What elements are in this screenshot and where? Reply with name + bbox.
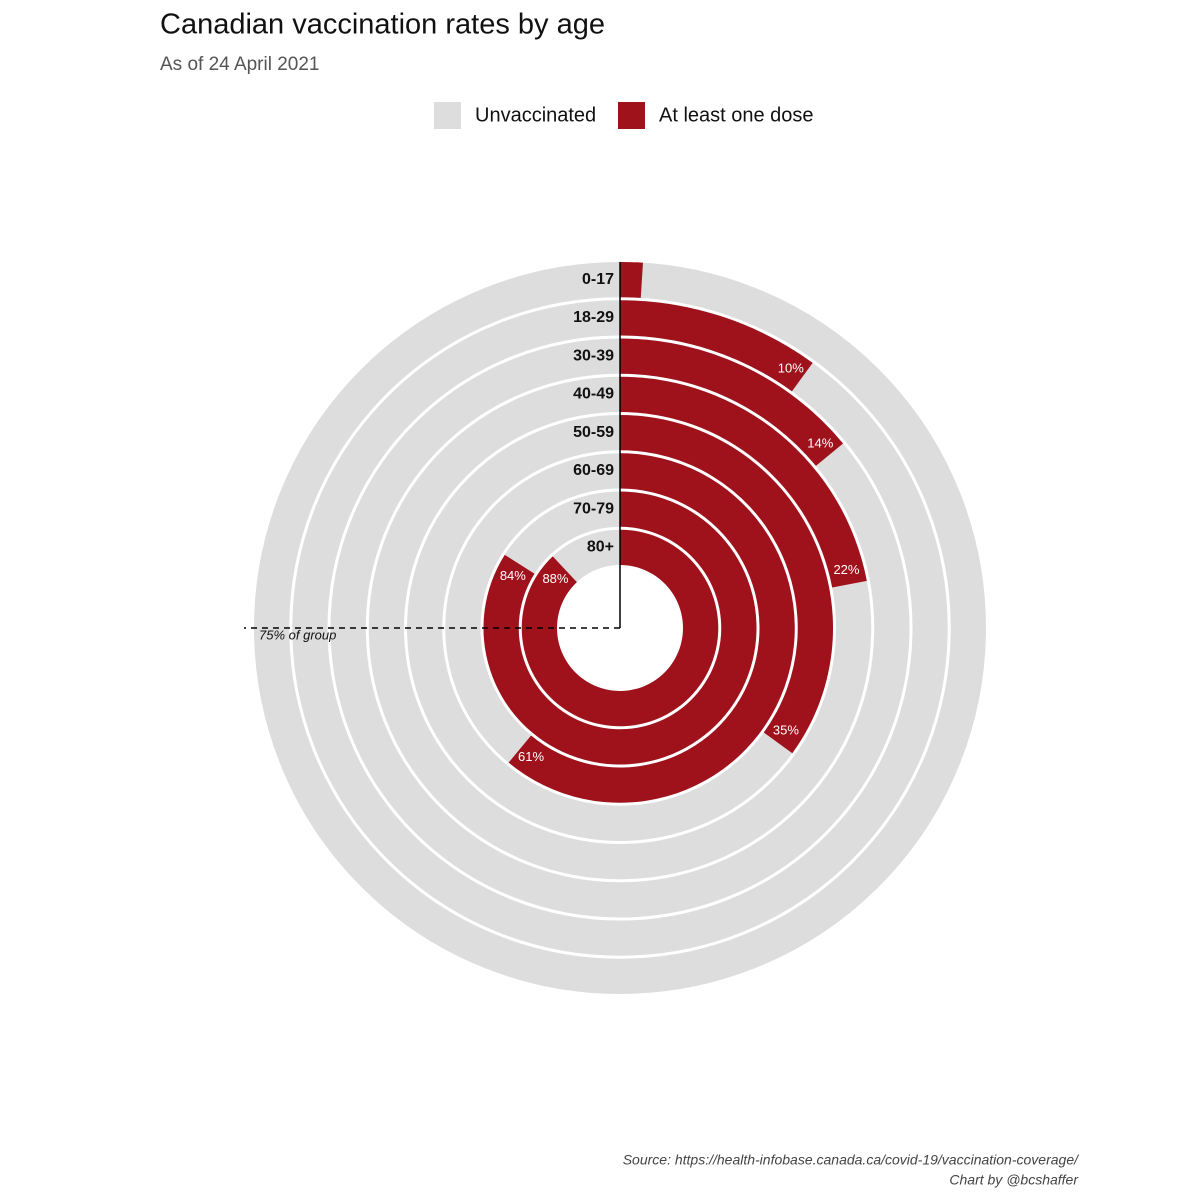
category-label: 0-17 bbox=[582, 271, 614, 288]
category-label: 70-79 bbox=[573, 500, 614, 517]
bar bbox=[620, 300, 813, 392]
bar bbox=[521, 529, 719, 727]
chart-title: Canadian vaccination rates by age bbox=[160, 9, 605, 41]
chart-subtitle: As of 24 April 2021 bbox=[160, 54, 320, 75]
value-label: 35% bbox=[773, 723, 799, 738]
value-label: 10% bbox=[778, 361, 804, 376]
value-label: 88% bbox=[542, 571, 568, 586]
category-label: 50-59 bbox=[573, 424, 614, 441]
legend-label: At least one dose bbox=[659, 104, 814, 126]
legend-swatch bbox=[618, 102, 645, 129]
source: Source: https://health-infobase.canada.c… bbox=[623, 1152, 1080, 1168]
reference-label: 75% of group bbox=[259, 627, 336, 642]
bar bbox=[620, 415, 833, 754]
bar bbox=[620, 376, 867, 588]
bar bbox=[508, 453, 795, 803]
value-label: 84% bbox=[500, 568, 526, 583]
value-label: 61% bbox=[518, 749, 544, 764]
category-label: 80+ bbox=[587, 539, 614, 556]
category-label: 18-29 bbox=[573, 309, 614, 326]
category-label: 40-49 bbox=[573, 386, 614, 403]
bar bbox=[620, 262, 643, 298]
category-label: 30-39 bbox=[573, 347, 614, 364]
value-label: 14% bbox=[807, 436, 833, 451]
bar bbox=[620, 338, 844, 466]
value-label: 22% bbox=[833, 562, 859, 577]
credit: Chart by @bcshaffer bbox=[949, 1172, 1079, 1188]
legend-swatch bbox=[434, 102, 461, 129]
legend-label: Unvaccinated bbox=[475, 104, 596, 126]
category-label: 60-69 bbox=[573, 462, 614, 479]
